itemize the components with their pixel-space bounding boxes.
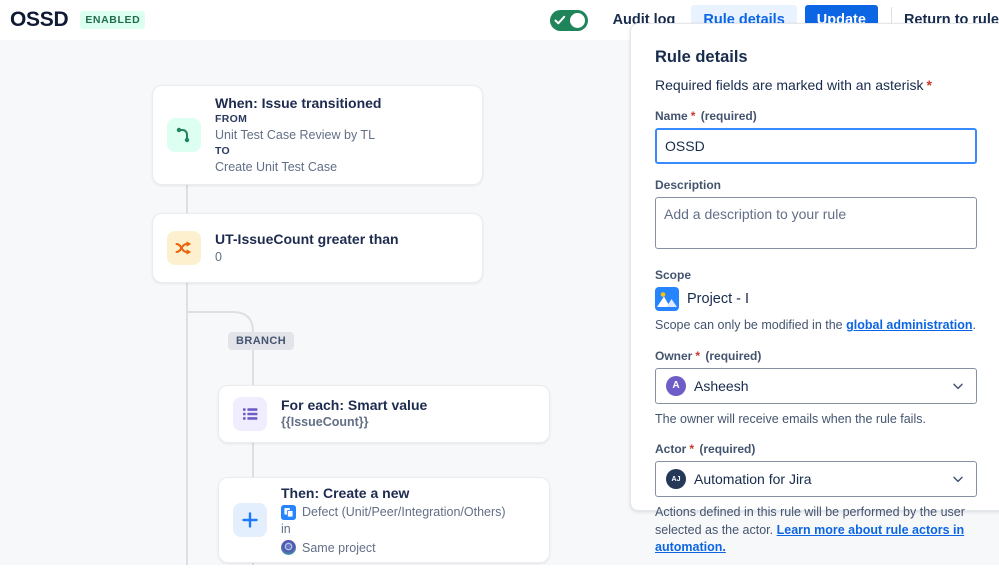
- asterisk: *: [926, 77, 932, 93]
- scope-field-label: Scope: [655, 268, 692, 282]
- owner-selected-value: Asheesh: [694, 377, 749, 394]
- action-node-create-issue[interactable]: Then: Create a new Defect (Unit/Peer/Int…: [218, 477, 550, 563]
- foreach-node-content: For each: Smart value {{IssueCount}}: [281, 396, 427, 432]
- rule-enabled-toggle[interactable]: [549, 9, 588, 31]
- node-title: Then: Create a new: [281, 484, 410, 501]
- issue-type-name: Defect (Unit/Peer/Integration/Others): [302, 504, 506, 519]
- asterisk: *: [689, 442, 695, 456]
- rule-name-input[interactable]: [655, 128, 977, 164]
- owner-helper-text: The owner will receive emails when the r…: [655, 411, 926, 426]
- trigger-node-content: When: Issue transitioned FROM Unit Test …: [215, 94, 381, 176]
- check-icon: [554, 15, 565, 24]
- toggle-knob: [569, 12, 585, 28]
- project-name: Same project: [302, 540, 376, 555]
- actor-avatar: AJ: [666, 469, 686, 489]
- shuffle-condition-icon: [167, 231, 201, 265]
- in-label: in: [281, 521, 291, 536]
- owner-field-label: Owner * (required): [655, 348, 762, 363]
- branch-label-badge: BRANCH: [228, 332, 295, 350]
- rule-name-title: OSSD: [10, 8, 69, 31]
- rule-actors-link[interactable]: Learn more about rule actors in automati…: [655, 522, 965, 555]
- asterisk: *: [695, 348, 701, 363]
- node-title: For each: Smart value: [281, 397, 428, 414]
- action-node-content: Then: Create a new Defect (Unit/Peer/Int…: [281, 484, 506, 557]
- rule-details-panel: Rule details Required fields are marked …: [630, 23, 999, 554]
- trigger-node-issue-transitioned[interactable]: When: Issue transitioned FROM Unit Test …: [152, 85, 483, 185]
- condition-value: 0: [215, 249, 222, 264]
- scope-project-row: Project - I: [655, 287, 995, 311]
- same-project-avatar-icon: [281, 540, 296, 556]
- actor-field-label: Actor * (required): [655, 442, 756, 456]
- scope-project-name: Project - I: [687, 291, 750, 307]
- node-title: UT-IssueCount greater than: [215, 231, 399, 248]
- asterisk: *: [690, 109, 696, 123]
- to-status: Create Unit Test Case: [215, 160, 338, 175]
- chevron-down-icon: [953, 383, 963, 389]
- required-fields-note: Required fields are marked with an aster…: [655, 77, 932, 93]
- global-administration-link[interactable]: global administration: [846, 318, 973, 332]
- description-textarea[interactable]: [655, 197, 977, 249]
- defect-issue-type-icon: [281, 504, 296, 520]
- chevron-down-icon: [953, 476, 963, 483]
- issue-transitioned-icon: [167, 118, 201, 152]
- from-status: Unit Test Case Review by TL: [215, 128, 376, 143]
- list-branch-icon: [233, 397, 267, 431]
- owner-avatar: A: [666, 375, 686, 396]
- foreach-node-smart-value[interactable]: For each: Smart value {{IssueCount}}: [218, 385, 550, 443]
- plus-action-icon: [233, 503, 267, 537]
- panel-title: Rule details: [655, 48, 748, 66]
- condition-node-issuecount[interactable]: UT-IssueCount greater than 0: [152, 213, 483, 283]
- name-field-label: Name * (required): [655, 109, 757, 123]
- to-label: TO: [215, 145, 230, 158]
- owner-select[interactable]: A Asheesh: [655, 367, 977, 404]
- condition-node-content: UT-IssueCount greater than 0: [215, 230, 399, 265]
- actor-select[interactable]: AJ Automation for Jira: [655, 461, 977, 497]
- actor-helper-text: Actions defined in this rule will be per…: [655, 505, 965, 555]
- header-divider: [890, 7, 892, 33]
- from-label: FROM: [215, 113, 248, 125]
- node-title: When: Issue transitioned: [215, 94, 382, 111]
- project-avatar-icon: [655, 287, 679, 311]
- actor-selected-value: Automation for Jira: [694, 471, 812, 487]
- smart-value: {{IssueCount}}: [281, 415, 369, 430]
- description-field-label: Description: [655, 178, 722, 192]
- scope-helper-text: Scope can only be modified in the global…: [655, 318, 976, 332]
- enabled-status-badge: ENABLED: [80, 11, 146, 29]
